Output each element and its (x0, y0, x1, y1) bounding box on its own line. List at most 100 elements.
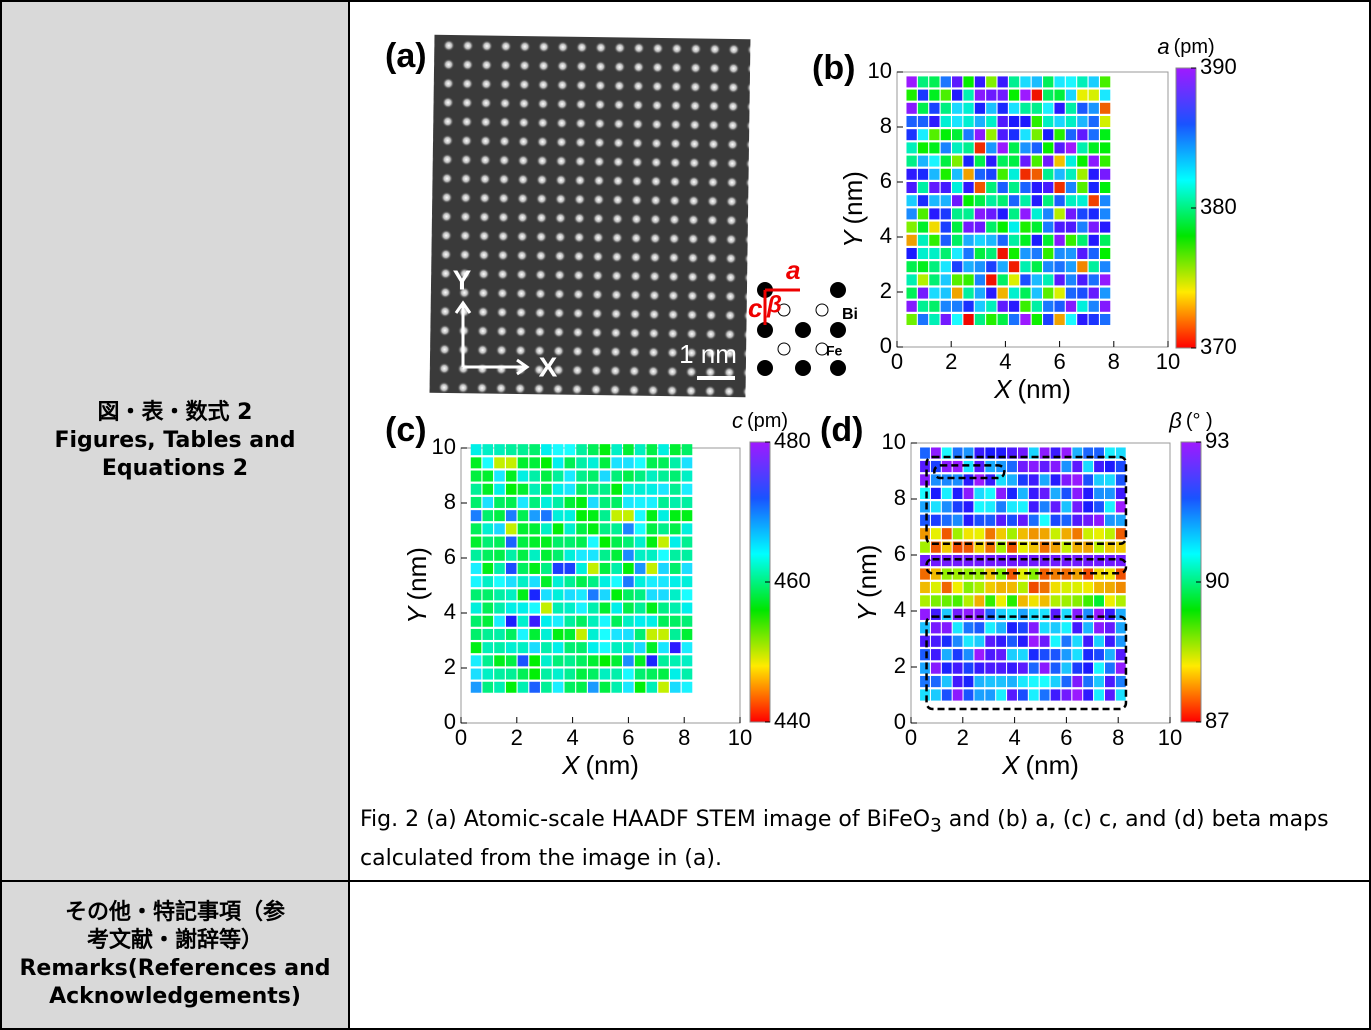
map-cell (1040, 649, 1050, 660)
map-cell (635, 603, 646, 614)
map-cell (1040, 555, 1050, 566)
map-cell (553, 629, 564, 640)
map-cell (600, 642, 611, 653)
map-cell (1043, 156, 1053, 167)
map-cell (1007, 474, 1017, 485)
map-cell (1116, 488, 1126, 499)
map-cell (952, 182, 962, 193)
map-cell (471, 629, 482, 640)
map-cell (953, 622, 963, 633)
map-cell (1043, 129, 1053, 140)
map-cell (1083, 663, 1093, 674)
map-cell (576, 457, 587, 468)
map-cell (518, 629, 529, 640)
map-cell (658, 537, 669, 548)
map-cell (906, 129, 916, 140)
map-cell (600, 484, 611, 495)
map-cell (974, 501, 984, 512)
map-cell (996, 676, 1006, 687)
map-cell (506, 563, 517, 574)
map-cell (985, 528, 995, 539)
map-cell (670, 471, 681, 482)
map-cell (494, 484, 505, 495)
map-cell (565, 589, 576, 600)
map-cell (918, 182, 928, 193)
y-tick-label: 8 (894, 485, 906, 510)
map-cell (1009, 222, 1019, 233)
map-cell (998, 274, 1008, 285)
map-cell (1116, 474, 1126, 485)
map-cell (553, 642, 564, 653)
map-cell (541, 589, 552, 600)
map-cell (565, 497, 576, 508)
map-cell (906, 169, 916, 180)
map-cell (1032, 301, 1042, 312)
map-cell (998, 248, 1008, 259)
x-tick-label: 8 (1112, 725, 1124, 750)
map-cell (985, 582, 995, 593)
map-cell (576, 484, 587, 495)
map-cell (1007, 488, 1017, 499)
y-var: Y (852, 602, 882, 621)
x-unit: (nm) (1017, 374, 1070, 404)
y-tick-label: 8 (444, 489, 456, 514)
map-cell (600, 510, 611, 521)
map-cell (931, 474, 941, 485)
map-cell (529, 471, 540, 482)
map-cell (1094, 663, 1104, 674)
map-cell (931, 636, 941, 647)
map-cell (1054, 103, 1064, 114)
map-cell (1029, 582, 1039, 593)
map-cell (985, 595, 995, 606)
map-cell (1077, 76, 1087, 87)
map-cell (1032, 208, 1042, 219)
map-cell (623, 497, 634, 508)
map-cell (1105, 582, 1115, 593)
map-cell (986, 301, 996, 312)
map-cell (974, 474, 984, 485)
map-cell (1009, 169, 1019, 180)
map-cell (1066, 288, 1076, 299)
map-cell (953, 595, 963, 606)
map-cell (682, 629, 693, 640)
map-cell (1051, 582, 1061, 593)
map-cell (529, 629, 540, 640)
map-cell (1077, 248, 1087, 259)
lattice-label: a (786, 255, 800, 285)
map-cell (964, 528, 974, 539)
map-cell (975, 195, 985, 206)
map-cell (482, 497, 493, 508)
map-cell (906, 314, 916, 325)
map-cell (963, 129, 973, 140)
map-cell (1018, 515, 1028, 526)
map-cell (565, 616, 576, 627)
x-var: X (1001, 750, 1021, 780)
map-cell (942, 622, 952, 633)
y-tick-label: 4 (444, 599, 456, 624)
map-cell (1089, 195, 1099, 206)
y-tick-label: 8 (880, 113, 892, 138)
map-cell (1072, 676, 1082, 687)
map-cell (1077, 169, 1087, 180)
map-cell (1116, 528, 1126, 539)
map-cell (1009, 195, 1019, 206)
map-cell (906, 248, 916, 259)
map-cell (996, 609, 1006, 620)
map-cell (1018, 689, 1028, 700)
map-cell (1100, 314, 1110, 325)
map-cell (929, 103, 939, 114)
map-cell (1054, 301, 1064, 312)
map-cell (1083, 622, 1093, 633)
map-cell (975, 129, 985, 140)
map-cell (658, 589, 669, 600)
map-cell (996, 649, 1006, 660)
map-cell (920, 582, 930, 593)
map-cell (1020, 235, 1030, 246)
map-cell (942, 649, 952, 660)
map-cell (1077, 208, 1087, 219)
map-cell (975, 248, 985, 259)
map-cell (1043, 274, 1053, 285)
y-axis-label: Y(nm) (852, 545, 882, 622)
map-cell (952, 248, 962, 259)
map-cell (1009, 116, 1019, 127)
